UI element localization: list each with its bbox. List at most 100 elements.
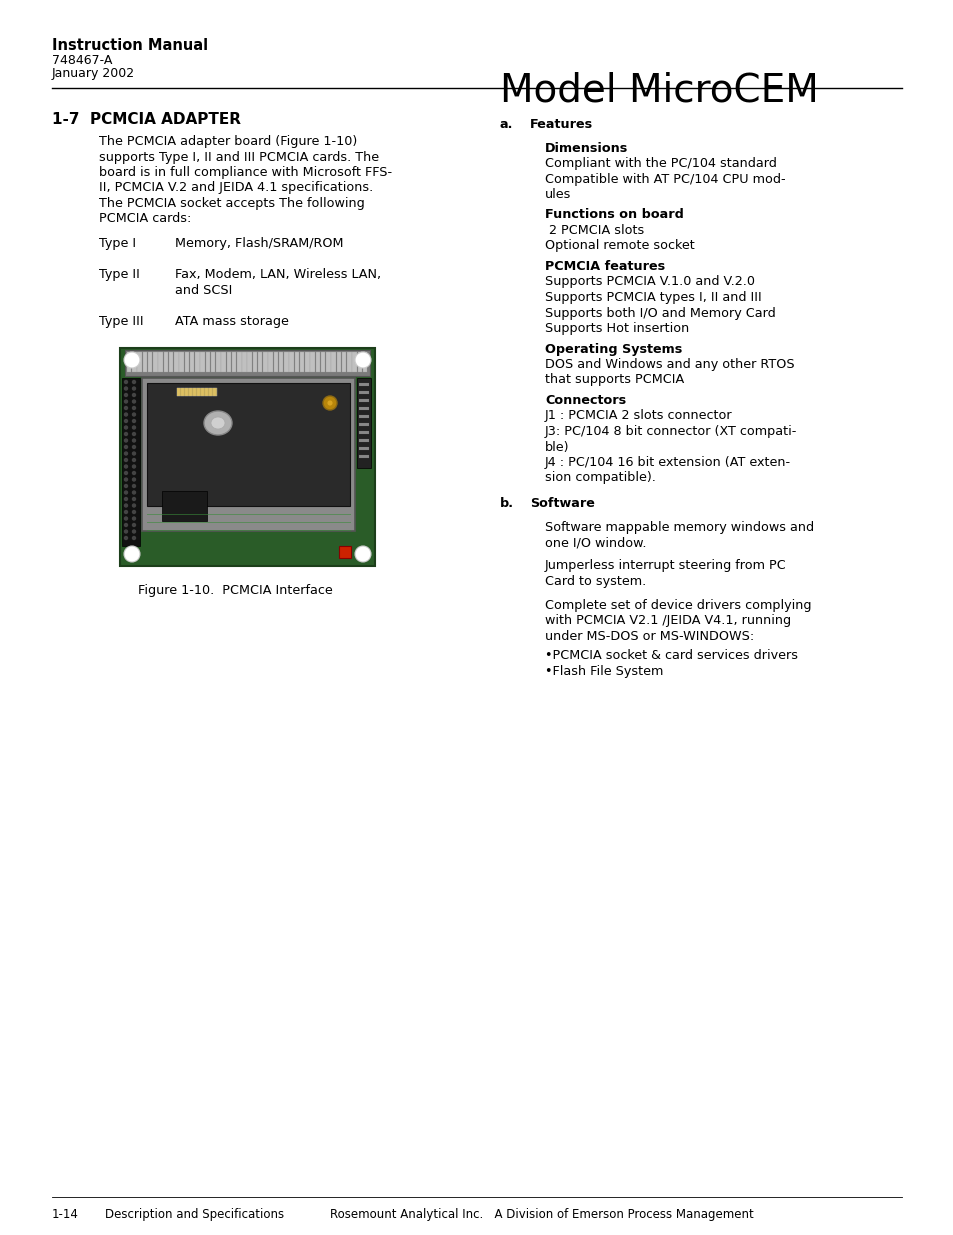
Circle shape [125,504,128,508]
Circle shape [132,504,135,508]
Bar [358,391,369,394]
Text: Model MicroCEM: Model MicroCEM [499,72,818,110]
Text: under MS-DOS or MS-WINDOWS:: under MS-DOS or MS-WINDOWS: [544,630,754,642]
Circle shape [125,452,128,454]
Text: ules: ules [544,188,571,201]
Text: Software mappable memory windows and: Software mappable memory windows and [544,520,813,534]
Circle shape [125,517,128,520]
Circle shape [132,536,135,540]
Circle shape [355,352,371,368]
Text: Description and Specifications: Description and Specifications [105,1208,284,1221]
Text: J4 : PC/104 16 bit extension (AT exten-: J4 : PC/104 16 bit extension (AT exten- [544,456,790,469]
Text: Supports PCMCIA V.1.0 and V.2.0: Supports PCMCIA V.1.0 and V.2.0 [544,275,754,289]
Circle shape [355,546,371,562]
Bar [326,352,331,372]
Bar [315,352,320,372]
Bar [358,383,369,387]
Text: Software: Software [530,496,595,510]
Text: January 2002: January 2002 [52,67,135,80]
Text: •PCMCIA socket & card services drivers: •PCMCIA socket & card services drivers [544,650,797,662]
Text: J1 : PCMCIA 2 slots connector: J1 : PCMCIA 2 slots connector [544,410,732,422]
Circle shape [125,400,128,403]
Circle shape [125,478,128,480]
Text: board is in full compliance with Microsoft FFS-: board is in full compliance with Microso… [99,165,392,179]
Text: Type III: Type III [99,315,144,329]
Circle shape [125,380,128,384]
Circle shape [125,530,128,534]
Bar [195,352,199,372]
Bar [125,350,370,375]
Circle shape [132,466,135,468]
Circle shape [124,352,140,368]
Text: and SCSI: and SCSI [174,284,233,296]
Bar [226,352,231,372]
Circle shape [132,498,135,500]
Bar [189,388,192,396]
Circle shape [124,546,140,562]
Text: 2 PCMCIA slots: 2 PCMCIA slots [544,224,643,237]
Circle shape [125,406,128,410]
Bar [177,388,180,396]
Bar [162,492,207,521]
Text: Card to system.: Card to system. [544,576,645,588]
Text: PCMCIA features: PCMCIA features [544,261,664,273]
Bar [358,415,369,417]
Circle shape [132,420,135,422]
Bar [169,352,173,372]
Text: Compliant with the PC/104 standard: Compliant with the PC/104 standard [544,157,776,170]
Text: Connectors: Connectors [544,394,625,408]
Text: Jumperless interrupt steering from PC: Jumperless interrupt steering from PC [544,559,786,573]
Bar [120,348,375,566]
Bar [142,378,355,531]
Circle shape [132,380,135,384]
Bar [320,352,325,372]
Bar [236,352,241,372]
Bar [127,352,132,372]
Text: 748467-A: 748467-A [52,54,112,67]
Bar [263,352,268,372]
Bar [358,424,369,426]
Bar [278,352,283,372]
Bar [201,388,204,396]
Text: Type II: Type II [99,268,140,282]
Text: DOS and Windows and any other RTOS: DOS and Windows and any other RTOS [544,358,794,370]
Circle shape [125,484,128,488]
Circle shape [125,524,128,526]
Circle shape [132,438,135,442]
Text: II, PCMCIA V.2 and JEIDA 4.1 specifications.: II, PCMCIA V.2 and JEIDA 4.1 specificati… [99,182,373,194]
Bar [289,352,294,372]
Circle shape [125,510,128,514]
Text: one I/O window.: one I/O window. [544,536,646,550]
Text: Features: Features [530,119,593,131]
Text: b.: b. [499,496,514,510]
Bar [122,378,140,546]
Text: Supports both I/O and Memory Card: Supports both I/O and Memory Card [544,306,775,320]
Bar [177,388,216,396]
Bar [147,383,350,506]
Bar [181,388,184,396]
Bar [179,352,184,372]
Bar [247,352,252,372]
Text: Fax, Modem, LAN, Wireless LAN,: Fax, Modem, LAN, Wireless LAN, [174,268,381,282]
Circle shape [125,412,128,416]
Text: Type I: Type I [99,237,136,249]
Text: Dimensions: Dimensions [544,142,628,154]
Bar [352,352,356,372]
Bar [158,352,163,372]
Text: 1-14: 1-14 [52,1208,79,1221]
Bar [356,378,371,468]
Bar [153,352,157,372]
Text: Functions on board: Functions on board [544,209,683,221]
Bar [205,352,210,372]
Circle shape [132,446,135,448]
Text: Compatible with AT PC/104 CPU mod-: Compatible with AT PC/104 CPU mod- [544,173,785,185]
Bar [213,388,215,396]
Bar [190,352,194,372]
Circle shape [132,530,135,534]
Bar [185,388,188,396]
Bar [164,352,168,372]
Text: The PCMCIA adapter board (Figure 1-10): The PCMCIA adapter board (Figure 1-10) [99,135,356,148]
Bar [336,352,341,372]
Bar [347,352,351,372]
Circle shape [125,387,128,390]
